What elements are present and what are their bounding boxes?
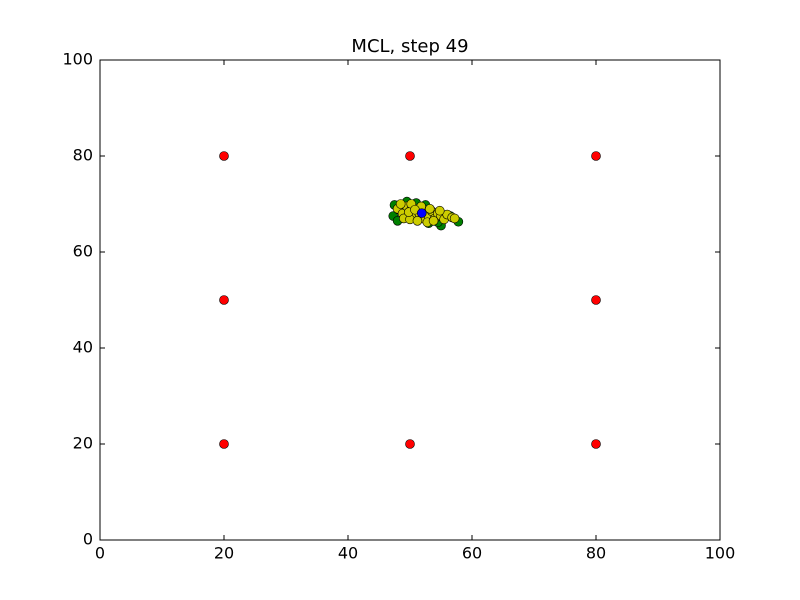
point xyxy=(449,213,460,224)
x-tick-label: 80 xyxy=(586,544,606,563)
y-tick-label: 100 xyxy=(62,50,93,69)
y-tick-label: 60 xyxy=(73,242,93,261)
plot-frame xyxy=(99,59,721,541)
point xyxy=(425,204,435,214)
point xyxy=(434,205,445,216)
point xyxy=(591,295,601,305)
point xyxy=(219,439,229,449)
point xyxy=(405,439,415,449)
x-tick-label: 0 xyxy=(95,544,105,563)
point xyxy=(405,151,415,161)
point xyxy=(395,199,406,209)
point xyxy=(591,439,601,449)
point xyxy=(219,295,229,305)
y-tick-label: 40 xyxy=(73,338,93,357)
x-tick-label: 40 xyxy=(338,544,358,563)
point xyxy=(428,216,439,226)
y-tick-label: 20 xyxy=(73,434,93,453)
x-tick-label: 20 xyxy=(214,544,234,563)
x-tick-label: 100 xyxy=(705,544,736,563)
point xyxy=(219,151,229,161)
point xyxy=(591,151,601,161)
point xyxy=(412,216,423,226)
point xyxy=(416,208,427,218)
y-tick-label: 0 xyxy=(83,530,93,549)
y-tick-label: 80 xyxy=(73,146,93,165)
x-tick-label: 60 xyxy=(462,544,482,563)
chart-title: MCL, step 49 xyxy=(351,36,468,57)
